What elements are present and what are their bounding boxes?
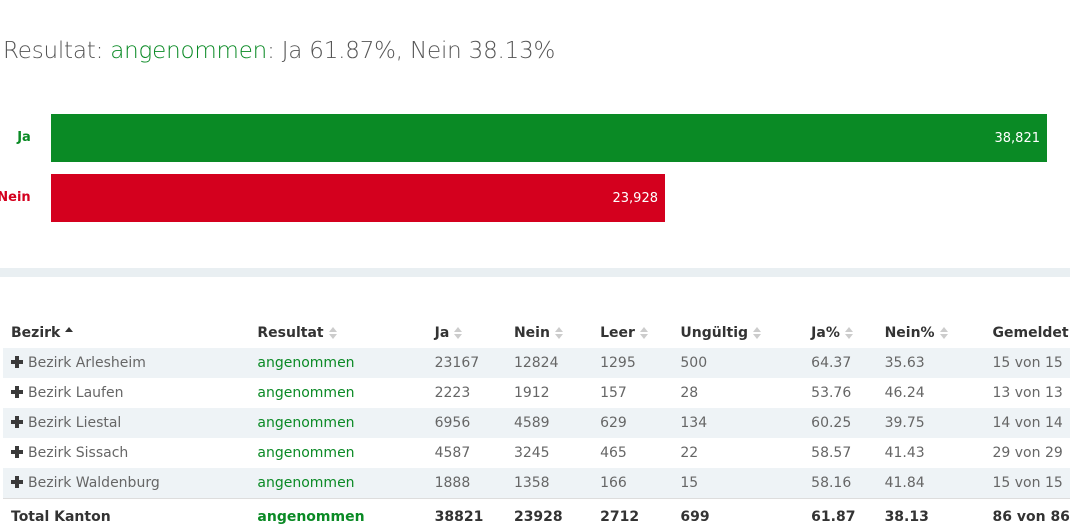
table-row[interactable]: Bezirk Sissach angenommen 4587 3245 465 …	[3, 438, 1070, 468]
bar-ja: 38,821	[51, 114, 1047, 162]
district-name[interactable]: Bezirk Liestal	[3, 408, 250, 438]
ungueltig-cell: 22	[680, 445, 699, 461]
nein-cell: 12824	[505, 348, 593, 378]
total-result: angenommen	[249, 497, 427, 531]
column-header-leer[interactable]: Leer	[592, 318, 672, 348]
gemeldet-cell: 14 von 14	[984, 408, 1070, 438]
result-status: angenommen	[110, 38, 268, 64]
ungueltig-cell: 15	[672, 468, 804, 498]
column-header-ja[interactable]: Ja	[427, 318, 506, 348]
nein-cell: 1358	[505, 468, 593, 498]
sort-icon[interactable]	[454, 326, 463, 340]
total-label: Total Kanton	[3, 497, 250, 531]
sort-asc-icon[interactable]	[65, 326, 74, 340]
sort-icon[interactable]	[939, 326, 948, 340]
column-header-nein-percent[interactable]: Nein%	[877, 318, 985, 348]
result-cell: angenommen	[257, 445, 355, 461]
sort-icon[interactable]	[328, 326, 337, 340]
ja-cell: 2223	[434, 385, 471, 401]
ungueltig-cell: 134	[672, 408, 804, 438]
table-row[interactable]: Bezirk Waldenburg angenommen 1888 1358 1…	[3, 468, 1070, 498]
result-heading: Resultat: angenommen: Ja 61.87%, Nein 38…	[3, 38, 555, 64]
nein-percent-cell: 35.63	[876, 348, 985, 378]
gemeldet-cell: 15 von 15	[984, 468, 1070, 498]
total-leer: 2712	[592, 497, 673, 531]
result-cell: angenommen	[249, 348, 427, 378]
gemeldet-cell: 29 von 29	[992, 445, 1063, 461]
column-header-resultat[interactable]: Resultat	[249, 318, 426, 348]
total-gemeldet: 86 von 86	[984, 497, 1070, 531]
district-name[interactable]: Bezirk Arlesheim	[3, 348, 250, 378]
vote-bar-chart: Ja 38,821 Nein 23,928	[0, 112, 1070, 227]
result-cell: angenommen	[249, 408, 427, 438]
table-row[interactable]: Bezirk Laufen angenommen 2223 1912 157 2…	[3, 378, 1070, 408]
bar-value-nein: 23,928	[612, 190, 659, 206]
total-ungueltig: 699	[672, 497, 804, 531]
plus-icon[interactable]	[11, 475, 23, 488]
bar-label-ja: Ja	[17, 130, 31, 145]
result-summary: : Ja 61.87%, Nein 38.13%	[267, 38, 556, 64]
nein-percent-cell: 41.84	[876, 468, 985, 498]
leer-cell: 629	[592, 408, 673, 438]
ja-cell: 4587	[434, 445, 471, 461]
total-nein: 23928	[505, 497, 593, 531]
sort-icon[interactable]	[554, 326, 563, 340]
ungueltig-cell: 500	[672, 348, 804, 378]
ungueltig-cell: 28	[680, 385, 699, 401]
table-row[interactable]: Bezirk Liestal angenommen 6956 4589 629 …	[3, 408, 1070, 438]
plus-icon[interactable]	[11, 356, 23, 368]
bar-nein: 23,928	[51, 174, 665, 222]
ja-cell: 1888	[426, 468, 506, 498]
leer-cell: 465	[600, 445, 627, 461]
nein-percent-cell: 41.43	[884, 445, 925, 461]
sort-icon[interactable]	[639, 326, 648, 340]
bar-value-ja: 38,821	[994, 130, 1041, 146]
gemeldet-cell: 15 von 15	[984, 348, 1070, 378]
table-header-row: Bezirk Resultat Ja Nein Leer Ungültig Ja…	[3, 318, 1070, 348]
ja-percent-cell: 58.16	[803, 468, 877, 498]
ja-cell: 6956	[426, 408, 506, 438]
total-ja: 38821	[426, 497, 506, 531]
plus-icon[interactable]	[11, 416, 23, 428]
nein-cell: 4589	[505, 408, 593, 438]
sort-icon[interactable]	[844, 326, 853, 340]
ja-percent-cell: 53.76	[811, 385, 852, 401]
results-table: Bezirk Resultat Ja Nein Leer Ungültig Ja…	[3, 318, 1070, 531]
nein-cell: 1912	[513, 385, 550, 401]
column-header-bezirk[interactable]: Bezirk	[3, 318, 249, 348]
total-row: Total Kanton angenommen 38821 23928 2712…	[3, 497, 1070, 531]
result-cell: angenommen	[257, 385, 355, 401]
plus-icon[interactable]	[11, 446, 23, 458]
leer-cell: 157	[600, 385, 627, 401]
result-prefix: Resultat:	[3, 38, 111, 64]
gemeldet-cell: 13 von 13	[992, 385, 1063, 401]
leer-cell: 1295	[592, 348, 673, 378]
sort-icon[interactable]	[753, 326, 762, 340]
column-header-nein[interactable]: Nein	[506, 318, 592, 348]
bar-label-nein: Nein	[0, 190, 31, 205]
total-nein-percent: 38.13	[876, 497, 985, 531]
column-header-ja-percent[interactable]: Ja%	[803, 318, 876, 348]
ja-percent-cell: 58.57	[811, 445, 852, 461]
result-cell: angenommen	[249, 468, 427, 498]
ja-cell: 23167	[426, 348, 506, 378]
section-divider	[0, 268, 1070, 277]
district-name[interactable]: Bezirk Waldenburg	[3, 468, 250, 498]
table-row[interactable]: Bezirk Arlesheim angenommen 23167 12824 …	[3, 348, 1070, 378]
nein-percent-cell: 39.75	[876, 408, 985, 438]
leer-cell: 166	[592, 468, 673, 498]
ja-percent-cell: 64.37	[803, 348, 877, 378]
nein-percent-cell: 46.24	[884, 385, 925, 401]
plus-icon[interactable]	[11, 386, 23, 398]
ja-percent-cell: 60.25	[803, 408, 877, 438]
column-header-ungueltig[interactable]: Ungültig	[672, 318, 803, 348]
nein-cell: 3245	[513, 445, 550, 461]
district-name[interactable]: Bezirk Sissach	[3, 438, 249, 468]
total-ja-percent: 61.87	[803, 497, 877, 531]
district-name[interactable]: Bezirk Laufen	[3, 378, 249, 408]
column-header-gemeldet[interactable]: Gemeldet	[992, 325, 1069, 341]
